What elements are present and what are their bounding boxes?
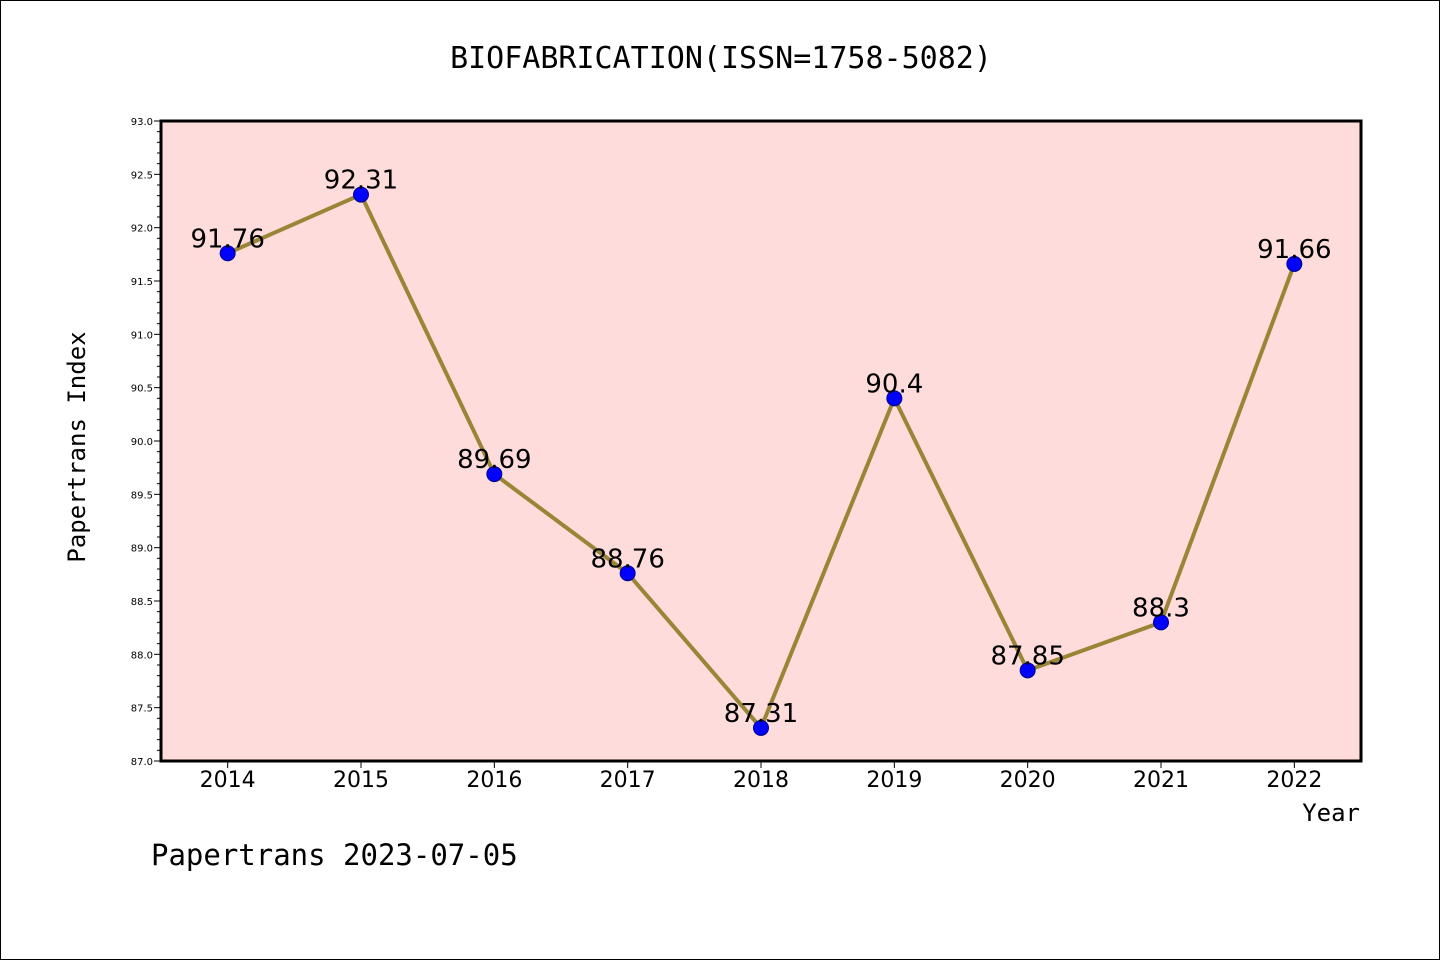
y-tick-label: 90.5 [131, 384, 153, 395]
y-axis-label: Papertrans Index [63, 331, 91, 562]
plot-frame [159, 119, 1363, 763]
data-label: 89.69 [457, 445, 531, 475]
x-axis-label: Year [1302, 799, 1360, 827]
plot-area [161, 121, 1361, 761]
x-tick-label: 2015 [333, 768, 389, 793]
data-point [753, 719, 769, 736]
data-point [486, 466, 503, 483]
x-tick-label: 2020 [1000, 768, 1056, 793]
data-point [1286, 255, 1303, 272]
y-tick-label: 88.0 [131, 650, 153, 661]
data-label: 92.31 [324, 166, 398, 196]
x-tick-label: 2017 [600, 768, 656, 793]
series-group: 91.76 92.31 89.69 88.76 87.31 90.4 87.85 88.3 91… [190, 166, 1332, 736]
chart-title: BIOFABRICATION(ISSN=1758-5082) [450, 41, 992, 76]
x-tick-label: 2019 [866, 768, 922, 793]
x-tick-label: 2021 [1133, 768, 1189, 793]
y-tick-label: 87.0 [131, 757, 153, 768]
y-tick-label: 92.5 [131, 170, 153, 181]
data-point [353, 186, 369, 203]
x-tick-label: 2014 [200, 768, 256, 793]
x-axis: 2014 2015 2016 2017 2018 2019 2020 2021 2022 [200, 761, 1322, 793]
x-tick-label: 2016 [466, 768, 522, 793]
data-point [219, 245, 236, 262]
data-label: 91.76 [190, 224, 264, 254]
y-tick-label: 92.0 [131, 224, 153, 235]
y-tick-label: 88.5 [131, 597, 153, 608]
data-point [1153, 614, 1169, 631]
data-point [886, 390, 903, 407]
y-tick-label: 91.5 [131, 277, 153, 288]
y-tick-label: 87.5 [131, 704, 153, 715]
y-tick-label: 89.0 [131, 544, 153, 555]
x-tick-label: 2018 [733, 768, 789, 793]
y-tick-label: 89.5 [131, 490, 153, 501]
y-axis: 87.0 87.5 88.0 88.5 89.0 89.5 90.0 90.5 91.0 91.5… [131, 117, 161, 768]
data-label: 90.4 [865, 369, 923, 399]
footer-text: Papertrans 2023-07-05 [151, 838, 518, 872]
y-tick-label: 93.0 [131, 117, 153, 128]
data-point [619, 565, 636, 582]
data-label: 87.85 [990, 641, 1064, 671]
x-tick-label: 2022 [1266, 768, 1322, 793]
data-label: 91.66 [1257, 235, 1331, 265]
data-point [1019, 662, 1036, 679]
y-tick-label: 91.0 [131, 330, 153, 341]
data-label: 87.31 [724, 699, 798, 729]
data-label: 88.3 [1132, 593, 1190, 623]
data-label: 88.76 [590, 544, 664, 574]
y-tick-label: 90.0 [131, 437, 153, 448]
